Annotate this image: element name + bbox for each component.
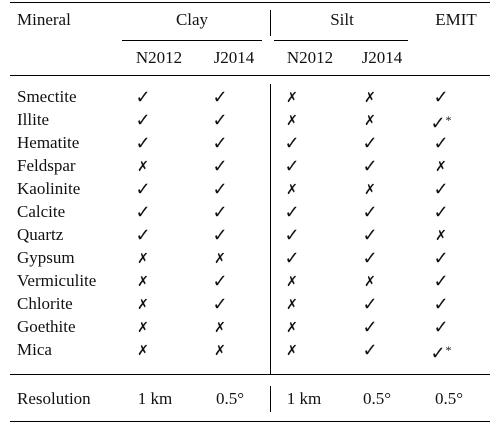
check-mark-icon: ✓ bbox=[212, 87, 228, 107]
check-mark-icon: ✓* bbox=[430, 343, 452, 363]
mineral-name: Goethite bbox=[17, 317, 76, 336]
cross-mark-icon: ✗ bbox=[364, 274, 376, 290]
bottom-rule bbox=[10, 421, 490, 422]
mineral-name: Kaolinite bbox=[17, 179, 81, 198]
check-mark-icon: ✓ bbox=[284, 248, 300, 268]
check-mark-icon: ✓ bbox=[362, 202, 378, 222]
mineral-name: Smectite bbox=[17, 87, 77, 106]
cross-mark-icon: ✗ bbox=[286, 274, 298, 290]
header-rule bbox=[10, 75, 490, 76]
check-mark-icon: ✓ bbox=[284, 133, 300, 153]
check-mark-icon: ✓ bbox=[362, 340, 378, 360]
check-mark-icon: ✓ bbox=[135, 87, 151, 107]
check-mark-icon: ✓ bbox=[362, 248, 378, 268]
check-mark-icon: ✓ bbox=[212, 271, 228, 291]
header-emit: EMIT bbox=[435, 10, 477, 29]
mineral-name: Calcite bbox=[17, 202, 66, 221]
check-mark-icon: ✓ bbox=[433, 248, 449, 268]
cross-mark-icon: ✗ bbox=[137, 320, 149, 336]
check-mark-icon: ✓ bbox=[362, 133, 378, 153]
mineral-name: Feldspar bbox=[17, 156, 76, 175]
resolution-silt-j2014: 0.5° bbox=[362, 389, 392, 408]
check-mark-icon: ✓ bbox=[212, 110, 228, 130]
header-clay: Clay bbox=[175, 10, 209, 29]
mineral-name: Illite bbox=[17, 110, 50, 129]
check-mark-icon: ✓ bbox=[433, 133, 449, 153]
check-mark-icon: ✓ bbox=[135, 225, 151, 245]
check-mark-icon: ✓ bbox=[284, 156, 300, 176]
cross-mark-icon: ✗ bbox=[286, 90, 298, 106]
top-rule bbox=[10, 2, 490, 3]
cross-mark-icon: ✗ bbox=[286, 343, 298, 359]
header-silt-n2012: N2012 bbox=[286, 48, 334, 67]
column-divider-top bbox=[270, 10, 271, 36]
check-mark-icon: ✓ bbox=[362, 317, 378, 337]
cross-mark-icon: ✗ bbox=[137, 251, 149, 267]
cross-mark-icon: ✗ bbox=[364, 90, 376, 106]
column-divider-resolution bbox=[270, 386, 271, 412]
clay-group-rule bbox=[122, 40, 262, 41]
check-mark-icon: ✓ bbox=[284, 202, 300, 222]
check-mark-icon: ✓* bbox=[430, 113, 452, 133]
check-mark-icon: ✓ bbox=[212, 156, 228, 176]
check-mark-icon: ✓ bbox=[135, 179, 151, 199]
cross-mark-icon: ✗ bbox=[286, 320, 298, 336]
resolution-clay-j2014: 0.5° bbox=[215, 389, 245, 408]
check-mark-icon: ✓ bbox=[433, 87, 449, 107]
cross-mark-icon: ✗ bbox=[214, 343, 226, 359]
cross-mark-icon: ✗ bbox=[286, 297, 298, 313]
check-mark-icon: ✓ bbox=[362, 225, 378, 245]
check-mark-icon: ✓ bbox=[433, 317, 449, 337]
header-silt-j2014: J2014 bbox=[361, 48, 403, 67]
cross-mark-icon: ✗ bbox=[364, 113, 376, 129]
cross-mark-icon: ✗ bbox=[137, 159, 149, 175]
mineral-name: Chlorite bbox=[17, 294, 73, 313]
check-mark-icon: ✓ bbox=[433, 271, 449, 291]
check-mark-icon: ✓ bbox=[135, 202, 151, 222]
cross-mark-icon: ✗ bbox=[435, 159, 447, 175]
cross-mark-icon: ✗ bbox=[286, 113, 298, 129]
header-mineral: Mineral bbox=[17, 10, 71, 29]
resolution-silt-n2012: 1 km bbox=[286, 389, 322, 408]
resolution-rule bbox=[10, 374, 490, 375]
mineral-name: Vermiculite bbox=[17, 271, 97, 290]
check-mark-icon: ✓ bbox=[212, 202, 228, 222]
check-mark-icon: ✓ bbox=[212, 179, 228, 199]
cross-mark-icon: ✗ bbox=[286, 182, 298, 198]
resolution-clay-n2012: 1 km bbox=[137, 389, 173, 408]
silt-group-rule bbox=[274, 40, 408, 41]
header-silt: Silt bbox=[330, 10, 354, 29]
check-mark-icon: ✓ bbox=[212, 133, 228, 153]
cross-mark-icon: ✗ bbox=[364, 182, 376, 198]
cross-mark-icon: ✗ bbox=[137, 297, 149, 313]
mineral-name: Mica bbox=[17, 340, 52, 359]
mineral-name: Quartz bbox=[17, 225, 64, 244]
mineral-name: Gypsum bbox=[17, 248, 75, 267]
check-mark-icon: ✓ bbox=[433, 202, 449, 222]
cross-mark-icon: ✗ bbox=[137, 274, 149, 290]
resolution-emit: 0.5° bbox=[434, 389, 464, 408]
check-mark-icon: ✓ bbox=[362, 156, 378, 176]
cross-mark-icon: ✗ bbox=[435, 228, 447, 244]
check-mark-icon: ✓ bbox=[135, 133, 151, 153]
cross-mark-icon: ✗ bbox=[137, 343, 149, 359]
cross-mark-icon: ✗ bbox=[214, 320, 226, 336]
resolution-label: Resolution bbox=[17, 389, 91, 408]
header-clay-n2012: N2012 bbox=[135, 48, 183, 67]
mineral-name: Hematite bbox=[17, 133, 80, 152]
check-mark-icon: ✓ bbox=[212, 225, 228, 245]
cross-mark-icon: ✗ bbox=[214, 251, 226, 267]
check-mark-icon: ✓ bbox=[362, 294, 378, 314]
header-clay-j2014: J2014 bbox=[213, 48, 255, 67]
check-mark-icon: ✓ bbox=[135, 110, 151, 130]
column-divider-body bbox=[270, 84, 271, 374]
check-mark-icon: ✓ bbox=[433, 179, 449, 199]
check-mark-icon: ✓ bbox=[433, 294, 449, 314]
check-mark-icon: ✓ bbox=[212, 294, 228, 314]
check-mark-icon: ✓ bbox=[284, 225, 300, 245]
